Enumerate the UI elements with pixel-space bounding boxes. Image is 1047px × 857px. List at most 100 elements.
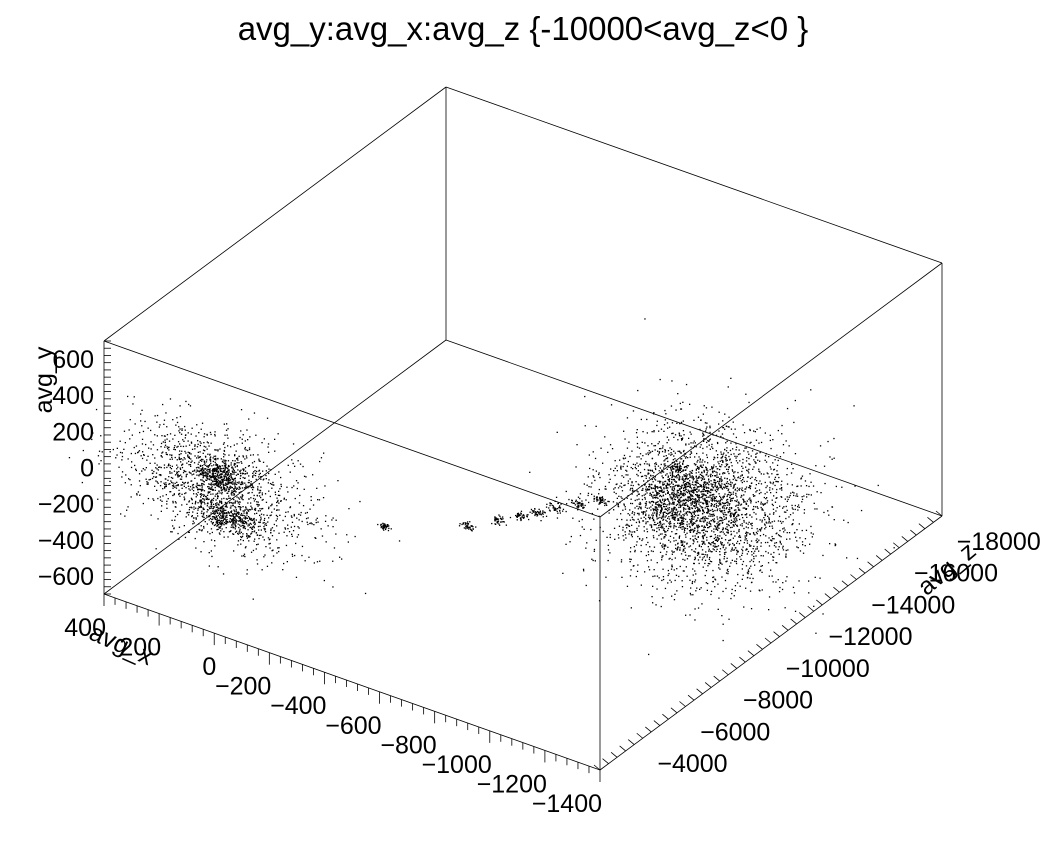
data-point	[669, 426, 671, 428]
data-point	[716, 525, 719, 527]
data-point	[767, 541, 769, 544]
data-point	[669, 541, 672, 543]
data-point	[164, 478, 166, 480]
data-point	[155, 548, 157, 550]
data-point	[680, 487, 682, 489]
data-point	[624, 534, 627, 536]
data-point	[742, 546, 744, 548]
data-point	[675, 514, 677, 516]
data-point	[212, 506, 215, 508]
data-point	[759, 451, 761, 454]
data-point	[754, 461, 756, 463]
data-point	[207, 498, 209, 501]
data-point	[185, 470, 187, 473]
data-point	[244, 477, 246, 479]
data-point	[750, 545, 752, 547]
data-point	[792, 512, 794, 514]
data-point	[721, 506, 724, 508]
data-point	[627, 482, 629, 485]
data-point	[278, 550, 280, 553]
data-point	[268, 507, 270, 510]
data-point	[263, 525, 265, 528]
data-point	[246, 512, 248, 514]
data-point	[726, 499, 728, 501]
data-point	[761, 565, 763, 567]
data-point	[708, 515, 710, 517]
data-point	[733, 486, 735, 488]
data-point	[655, 503, 657, 505]
data-point	[775, 546, 777, 548]
data-point	[604, 436, 606, 438]
data-point	[249, 526, 251, 529]
data-point	[760, 565, 762, 567]
data-point	[757, 459, 759, 461]
data-point	[222, 478, 224, 480]
data-point	[226, 518, 228, 521]
data-point	[771, 525, 773, 527]
data-point	[197, 509, 199, 511]
data-point	[194, 501, 197, 504]
data-point	[750, 455, 752, 457]
data-point	[236, 511, 239, 514]
data-point	[746, 542, 749, 544]
data-point	[278, 502, 280, 504]
data-point	[801, 529, 803, 532]
data-point	[285, 511, 287, 513]
data-point	[226, 521, 228, 523]
data-point	[262, 479, 264, 481]
data-point	[721, 518, 723, 520]
data-point	[717, 535, 719, 537]
data-point	[690, 529, 692, 531]
data-point	[235, 514, 238, 516]
data-point	[202, 472, 205, 475]
data-point	[659, 551, 662, 553]
data-point	[682, 450, 685, 453]
data-point	[682, 516, 684, 518]
data-point	[235, 510, 237, 512]
data-point	[583, 528, 585, 530]
data-point	[637, 475, 639, 477]
data-point	[630, 502, 632, 505]
data-point	[297, 482, 299, 484]
data-point	[691, 520, 693, 522]
data-point	[224, 490, 226, 492]
data-point	[720, 478, 722, 480]
data-point	[194, 477, 196, 479]
data-point	[796, 493, 798, 495]
data-point	[221, 506, 223, 508]
data-point	[648, 486, 650, 488]
data-point	[679, 493, 682, 495]
data-point	[722, 437, 724, 439]
data-point	[640, 550, 642, 553]
data-point	[209, 483, 211, 485]
data-point	[644, 493, 647, 495]
data-point	[727, 386, 729, 388]
data-point	[237, 502, 239, 504]
data-point	[703, 493, 705, 495]
data-point	[189, 506, 191, 509]
data-point	[249, 436, 251, 438]
data-point	[640, 544, 642, 547]
data-point	[116, 447, 118, 449]
data-point	[139, 485, 141, 487]
data-point	[676, 477, 678, 479]
data-point	[213, 472, 215, 475]
data-point	[256, 563, 259, 565]
data-point	[199, 441, 201, 443]
data-point	[697, 524, 700, 526]
data-point	[620, 482, 622, 484]
data-point	[620, 496, 622, 498]
data-point	[183, 470, 186, 472]
data-point	[771, 521, 773, 523]
data-point	[207, 465, 210, 467]
data-point	[204, 455, 207, 457]
data-point	[735, 460, 738, 462]
data-point	[690, 433, 692, 435]
data-point	[679, 499, 681, 501]
data-point	[701, 493, 703, 495]
data-point	[217, 472, 219, 474]
data-point	[728, 520, 730, 522]
data-point	[717, 583, 719, 585]
data-point	[131, 434, 133, 436]
data-point	[309, 508, 311, 510]
